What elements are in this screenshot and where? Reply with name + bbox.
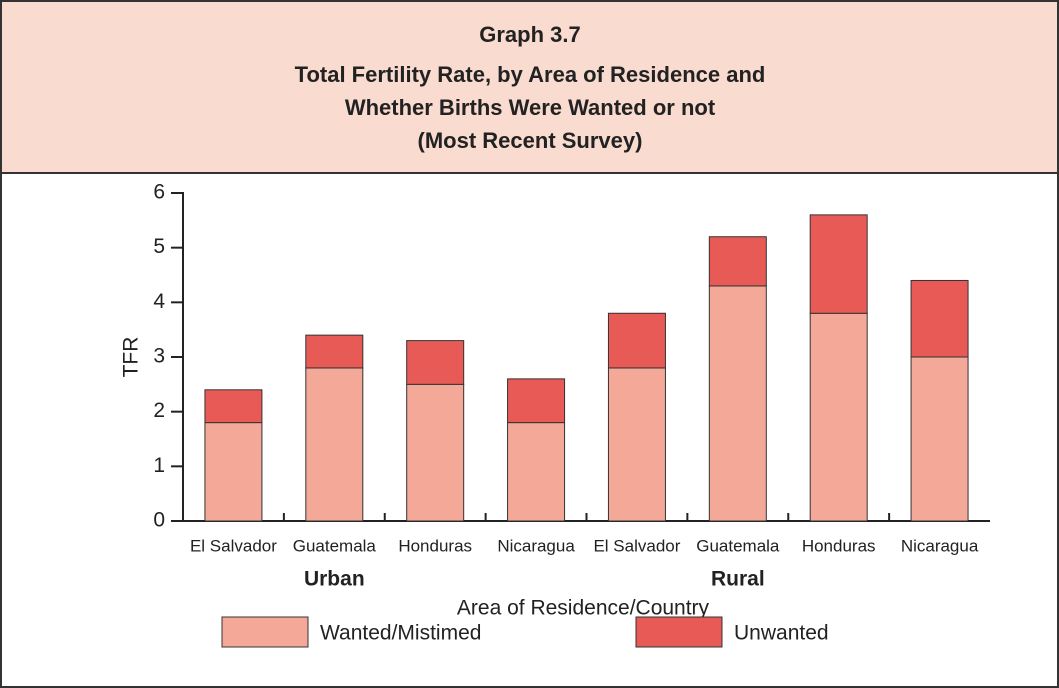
x-tick-label: El Salvador bbox=[190, 536, 277, 555]
chart-subtitle: Total Fertility Rate, by Area of Residen… bbox=[295, 62, 766, 87]
header bbox=[0, 0, 1059, 174]
bar-segment bbox=[406, 383, 465, 522]
bar-segment bbox=[809, 312, 868, 522]
bar-segment bbox=[910, 356, 969, 522]
y-tick-label: 4 bbox=[153, 290, 165, 313]
legend-swatch bbox=[221, 616, 309, 648]
bar-segment bbox=[708, 285, 767, 522]
bar-segment bbox=[910, 279, 969, 358]
bar-segment bbox=[204, 389, 263, 424]
bar-segment bbox=[406, 340, 465, 385]
y-tick-label: 2 bbox=[153, 399, 165, 422]
bar-segment bbox=[809, 214, 868, 314]
x-tick-label: Nicaragua bbox=[497, 536, 575, 555]
group-label: Urban bbox=[304, 568, 365, 591]
chart-subtitle: (Most Recent Survey) bbox=[418, 128, 643, 153]
y-tick-label: 6 bbox=[153, 181, 165, 204]
bar-segment bbox=[507, 378, 566, 424]
bar-segment bbox=[305, 367, 364, 522]
legend-label: Wanted/Mistimed bbox=[320, 622, 481, 645]
y-axis-label: TFR bbox=[120, 337, 143, 378]
legend-swatch bbox=[635, 616, 723, 648]
x-tick-label: El Salvador bbox=[593, 536, 680, 555]
bar-segment bbox=[305, 334, 364, 369]
chart-subtitle: Whether Births Were Wanted or not bbox=[345, 95, 716, 120]
x-axis-label: Area of Residence/Country bbox=[457, 597, 710, 620]
y-tick-label: 3 bbox=[153, 345, 165, 368]
x-tick-label: Guatemala bbox=[293, 536, 377, 555]
x-tick-label: Honduras bbox=[398, 536, 472, 555]
y-tick-label: 0 bbox=[153, 509, 165, 532]
legend-label: Unwanted bbox=[734, 622, 829, 645]
bar-segment bbox=[607, 367, 666, 522]
x-tick-label: Honduras bbox=[802, 536, 876, 555]
chart-title: Graph 3.7 bbox=[479, 22, 580, 47]
y-tick-label: 1 bbox=[153, 454, 165, 477]
group-label: Rural bbox=[711, 568, 765, 591]
bar-segment bbox=[708, 236, 767, 287]
bar-segment bbox=[607, 312, 666, 369]
x-tick-label: Nicaragua bbox=[901, 536, 979, 555]
y-tick-label: 5 bbox=[153, 235, 165, 258]
bar-segment bbox=[204, 422, 263, 522]
x-tick-label: Guatemala bbox=[696, 536, 780, 555]
bar-segment bbox=[507, 422, 566, 522]
